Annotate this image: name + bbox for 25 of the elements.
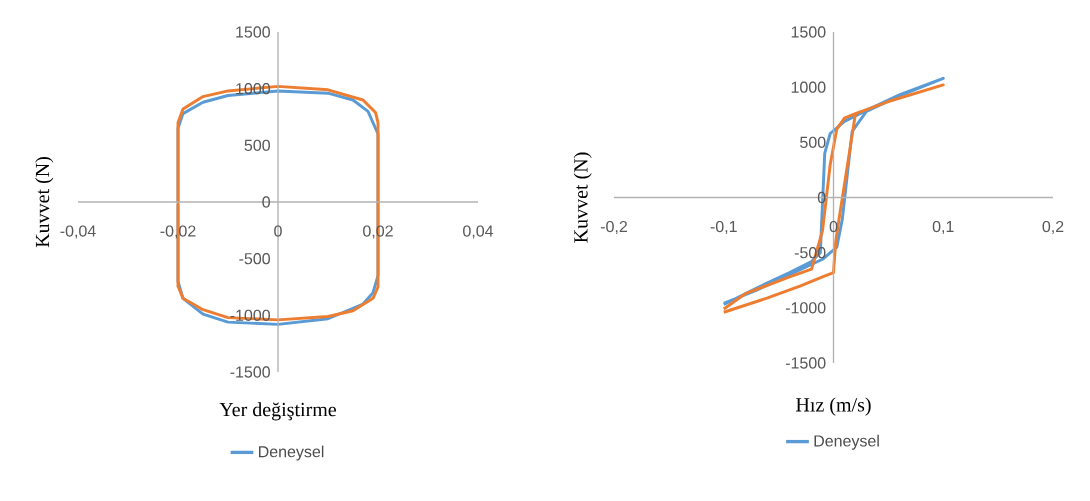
y-tick-label: 500 [244, 139, 270, 151]
y-tick-label: 1500 [791, 26, 826, 38]
legend-label: Deneysel [259, 445, 324, 461]
y-tick-label: 0 [262, 196, 271, 208]
x-tick-label: -0,2 [600, 220, 627, 235]
y-tick-label: 1500 [236, 26, 270, 38]
x-tick-label: 0,2 [1042, 220, 1064, 235]
x-axis-title: Yer değiştirme [219, 402, 336, 421]
y-tick-label: -1000 [785, 302, 826, 314]
y-tick-label: 0 [817, 191, 826, 204]
y-tick-label: 500 [800, 136, 826, 148]
y-tick-label: -500 [239, 253, 270, 265]
y-tick-label: -1500 [230, 366, 270, 378]
legend-label: Deneysel [814, 434, 879, 450]
y-tick-label: 1000 [791, 81, 826, 93]
x-tick-label: 0,1 [932, 220, 954, 235]
x-axis-title: Hız (m/s) [796, 397, 871, 416]
x-tick-label: 0,04 [463, 225, 494, 239]
x-tick-label: 0 [274, 225, 282, 237]
y-tick-label: -1500 [785, 357, 826, 369]
y-axis-title: Kuvvet (N) [573, 152, 592, 243]
x-tick-label: -0,1 [710, 220, 737, 235]
y-tick-label: 1000 [236, 83, 270, 95]
y-axis-title: Kuvvet (N) [35, 157, 54, 248]
x-tick-label: -0,04 [60, 225, 96, 239]
